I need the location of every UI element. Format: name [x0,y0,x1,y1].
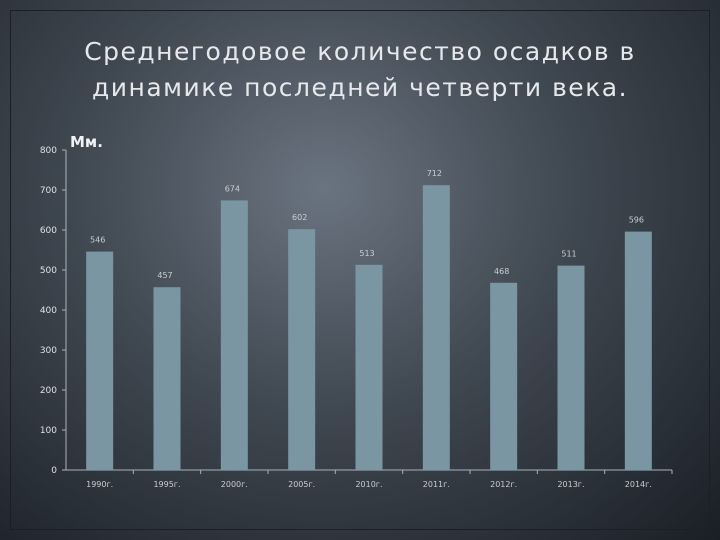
data-label: 674 [225,184,240,193]
x-tick-label: 2005г. [288,480,315,489]
bar [557,265,585,470]
data-label: 596 [629,216,644,225]
bar [422,185,450,470]
y-tick-label: 0 [51,466,57,476]
chart-title: Среднегодовое количество осадков в динам… [84,37,636,102]
y-tick-label: 200 [40,386,57,396]
bar [86,251,114,470]
x-tick-label: 2012г. [490,480,517,489]
bar [288,229,316,470]
y-tick-label: 700 [40,186,57,196]
data-label: 602 [292,213,307,222]
x-tick-label: 2000г. [221,480,248,489]
y-tick-label: 600 [40,226,57,236]
y-tick-label: 400 [40,306,57,316]
data-label: 457 [157,271,172,280]
x-tick-label: 2014г. [625,480,652,489]
bar [153,287,181,470]
y-tick-label: 300 [40,346,57,356]
slide-frame [10,10,710,530]
bar [490,282,518,470]
bar [220,200,248,470]
y-tick-label: 100 [40,426,57,436]
data-label: 546 [90,236,105,245]
y-axis-unit-label: Мм. [70,133,103,151]
y-tick-label: 800 [40,146,57,156]
data-label: 513 [359,249,374,258]
x-tick-label: 1995г. [153,480,180,489]
data-label: 712 [427,169,442,178]
x-tick-label: 2010г. [355,480,382,489]
y-tick-label: 500 [40,266,57,276]
x-tick-label: 2013г. [557,480,584,489]
bar [624,231,652,470]
data-label: 511 [561,250,576,259]
x-tick-label: 1990г. [86,480,113,489]
bar [355,264,383,470]
data-label: 468 [494,267,509,276]
x-tick-label: 2011г. [423,480,450,489]
